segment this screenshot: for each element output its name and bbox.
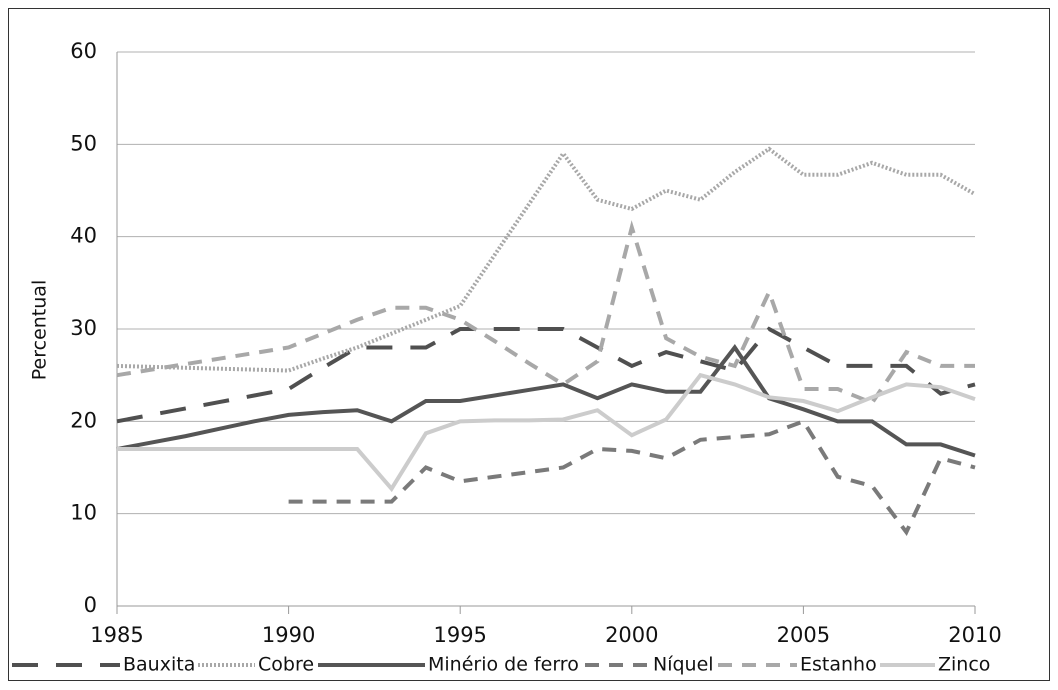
x-tick-label: 1990	[262, 623, 315, 647]
legend-label: Bauxita	[123, 654, 195, 676]
frame	[8, 8, 1050, 681]
y-tick-label: 0	[84, 593, 97, 617]
y-tick-label: 50	[70, 131, 97, 155]
y-tick-label: 10	[70, 501, 97, 525]
series-line	[116, 326, 976, 424]
x-tick-label: 1985	[90, 623, 143, 647]
series-line	[116, 146, 976, 373]
series-line	[116, 344, 976, 458]
x-tick-label: 2005	[777, 623, 830, 647]
y-tick-label: 30	[70, 316, 97, 340]
series-line	[288, 418, 976, 537]
y-tick-label: 60	[70, 39, 97, 63]
y-tick-label: 20	[70, 408, 97, 432]
legend-label: Estanho	[800, 654, 877, 676]
y-axis-label: Percentual	[29, 280, 51, 380]
legend-label: Zinco	[938, 654, 990, 676]
x-tick-label: 2010	[948, 623, 1001, 647]
legend-label: Minério de ferro	[428, 654, 579, 676]
x-tick-label: 2000	[605, 623, 658, 647]
series-line	[116, 220, 975, 406]
legend-label: Cobre	[258, 654, 314, 676]
legend-label: Níquel	[653, 654, 714, 676]
y-tick-label: 40	[70, 224, 97, 248]
series-line	[117, 372, 976, 493]
x-tick-label: 1995	[433, 623, 486, 647]
